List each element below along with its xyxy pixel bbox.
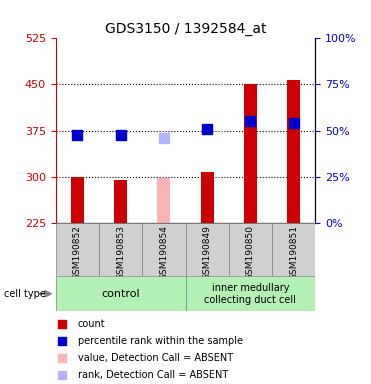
Point [204, 126, 210, 132]
Text: control: control [101, 289, 140, 299]
Text: count: count [78, 318, 105, 329]
Bar [157, 179, 170, 223]
Bar [201, 172, 214, 223]
Point [247, 118, 253, 124]
FancyBboxPatch shape [142, 223, 186, 276]
FancyBboxPatch shape [186, 223, 229, 276]
Point [268, 111, 274, 117]
Text: cell type: cell type [4, 289, 46, 299]
Text: percentile rank within the sample: percentile rank within the sample [78, 336, 243, 346]
Text: value, Detection Call = ABSENT: value, Detection Call = ABSENT [78, 353, 233, 363]
Point [161, 135, 167, 141]
Title: GDS3150 / 1392584_at: GDS3150 / 1392584_at [105, 22, 266, 36]
Point [118, 132, 124, 139]
Text: GSM190851: GSM190851 [289, 225, 298, 280]
Bar [114, 180, 127, 223]
Text: GSM190853: GSM190853 [116, 225, 125, 280]
Text: rank, Detection Call = ABSENT: rank, Detection Call = ABSENT [78, 370, 228, 381]
Bar [244, 84, 257, 223]
FancyBboxPatch shape [186, 276, 315, 311]
Text: GSM190850: GSM190850 [246, 225, 255, 280]
Point [74, 132, 80, 138]
Point [291, 119, 297, 126]
Text: inner medullary
collecting duct cell: inner medullary collecting duct cell [204, 283, 296, 305]
Text: GSM190849: GSM190849 [203, 225, 211, 280]
Bar [287, 80, 300, 223]
FancyBboxPatch shape [229, 223, 272, 276]
Text: GSM190852: GSM190852 [73, 225, 82, 280]
Bar [71, 177, 84, 223]
Point [268, 268, 274, 274]
FancyBboxPatch shape [99, 223, 142, 276]
FancyBboxPatch shape [272, 223, 315, 276]
FancyBboxPatch shape [56, 276, 186, 311]
FancyBboxPatch shape [56, 223, 99, 276]
Text: GSM190854: GSM190854 [160, 225, 168, 280]
